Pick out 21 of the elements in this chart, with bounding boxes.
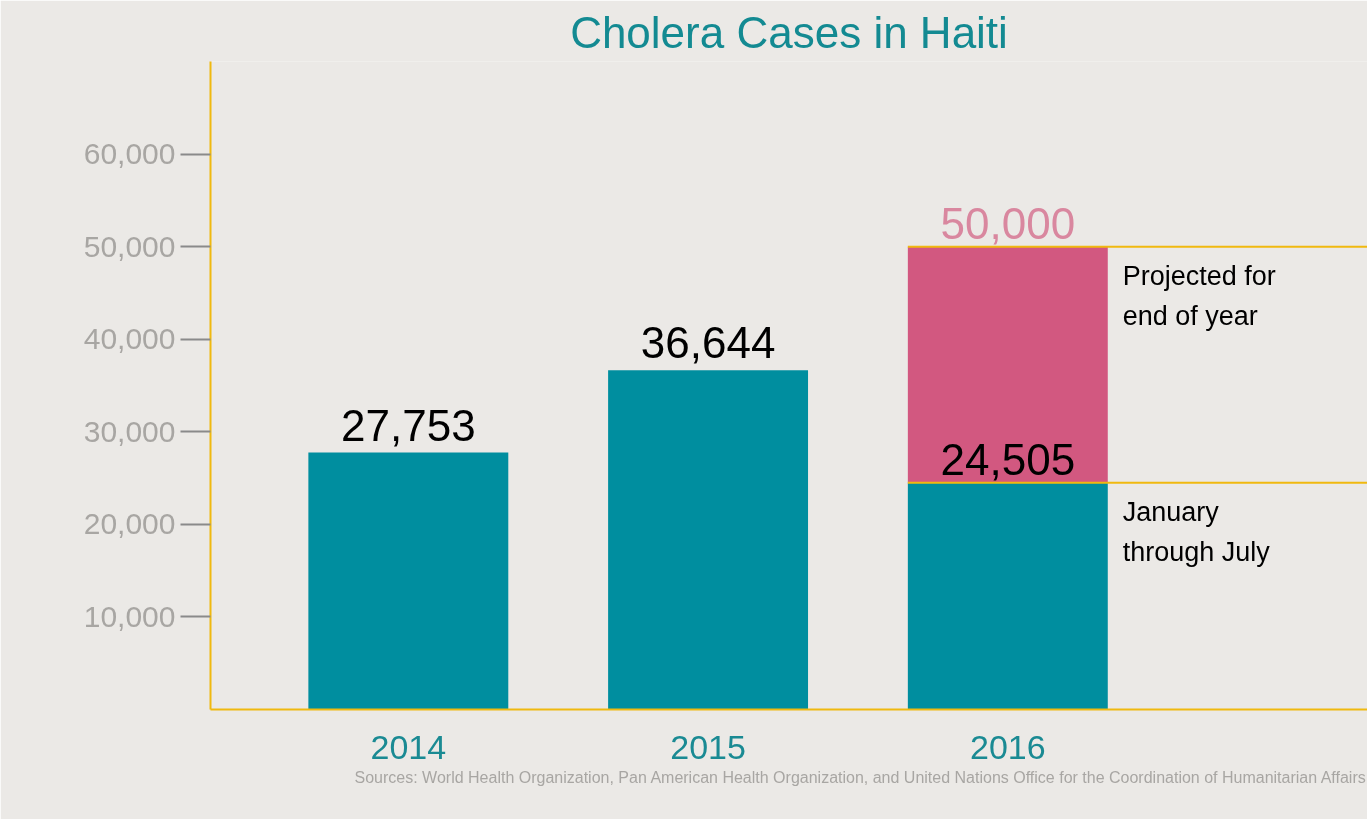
- x-tick-label: 2015: [670, 727, 746, 766]
- y-tick-label: 10,000: [83, 599, 176, 633]
- data-label: 36,644: [640, 318, 776, 368]
- ref-line-label: Projected for end of year: [1122, 260, 1276, 332]
- ref-line-label: January through July: [1122, 496, 1271, 568]
- bar: [308, 452, 509, 710]
- total-label: 50,000: [940, 198, 1076, 248]
- y-tick-label: 20,000: [83, 507, 176, 541]
- data-label: 24,505: [940, 434, 1076, 484]
- y-tick-label: 50,000: [83, 229, 176, 263]
- bar: [608, 370, 809, 710]
- data-label: 27,753: [341, 400, 476, 450]
- y-tick-label: 60,000: [83, 137, 176, 171]
- x-tick-label: 2016: [969, 727, 1046, 766]
- x-tick-label: 2014: [370, 727, 447, 766]
- bar: [907, 482, 1108, 710]
- chart-title: Cholera Cases in Haiti: [570, 7, 1008, 57]
- y-tick-label: 40,000: [83, 322, 176, 356]
- y-tick-label: 30,000: [83, 414, 176, 448]
- bar: [907, 246, 1108, 483]
- source-note: Sources: World Health Organization, Pan American Health Organization, and United Nations Office for the Coordination of Humanitarian Affairs: [354, 768, 1366, 786]
